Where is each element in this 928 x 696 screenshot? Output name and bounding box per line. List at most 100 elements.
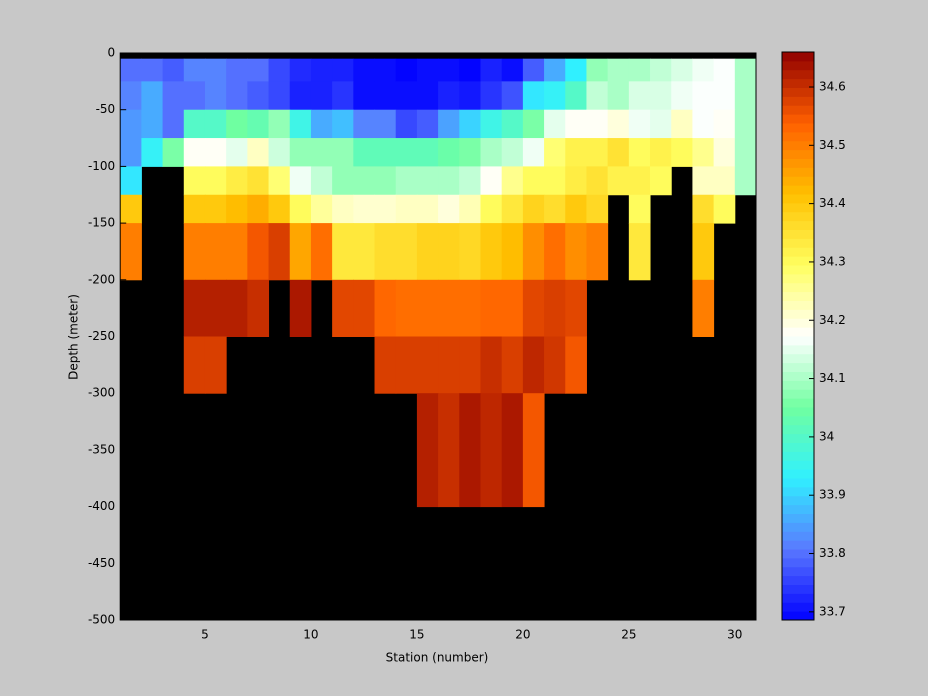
heat-cell (607, 166, 630, 196)
heat-cell (120, 166, 142, 196)
colorbar-swatch (782, 540, 814, 550)
heat-cell (628, 81, 651, 111)
heat-cell (416, 336, 439, 394)
heat-cell (353, 58, 376, 82)
heat-cell (268, 81, 291, 111)
heat-cell (565, 81, 587, 111)
heat-cell (395, 279, 418, 337)
x-tick-label: 20 (515, 628, 530, 642)
heat-cell (353, 194, 376, 224)
heat-cell (416, 109, 439, 139)
colorbar-swatch (782, 575, 814, 585)
heat-cell (650, 166, 672, 196)
heat-cell (438, 58, 460, 82)
colorbar-tick-label: 34.5 (819, 138, 846, 152)
colorbar-swatch (782, 300, 814, 310)
heat-cell (480, 336, 503, 394)
y-tick-label: 0 (108, 46, 116, 60)
heat-cell (459, 58, 481, 82)
heat-cell (565, 279, 587, 337)
colorbar-swatch (782, 486, 814, 497)
heat-cell (501, 138, 524, 167)
heat-cell (501, 58, 524, 82)
colorbar-swatch (782, 451, 814, 461)
heat-cell (713, 109, 736, 139)
heat-cell (395, 336, 418, 394)
colorbar-swatch (782, 327, 814, 337)
colorbar-swatch (782, 247, 814, 257)
heat-cell (544, 166, 566, 196)
heat-cell (183, 81, 206, 111)
heat-cell (120, 58, 142, 82)
heat-cell (628, 223, 651, 281)
heat-cell (522, 58, 545, 82)
heat-cell (544, 81, 566, 111)
heat-cell (289, 109, 312, 139)
heat-cell (734, 166, 757, 196)
colorbar-swatch (782, 105, 814, 115)
heat-cell (204, 109, 227, 139)
heat-cell (141, 109, 164, 139)
heat-cell (226, 194, 248, 224)
heat-cell (226, 138, 248, 167)
heat-cell (120, 194, 142, 224)
heat-cell (459, 109, 481, 139)
heat-cell (353, 166, 376, 196)
heat-cell (310, 166, 333, 196)
colorbar-swatch (782, 415, 814, 426)
heat-cell (713, 138, 736, 167)
heat-cell (289, 279, 312, 337)
heat-cell (501, 223, 524, 281)
heat-cell (353, 138, 376, 167)
heat-cell (332, 279, 354, 337)
heat-cell (501, 279, 524, 337)
heat-cell (607, 109, 630, 139)
colorbar-swatch (782, 167, 814, 177)
heat-cell (544, 279, 566, 337)
heat-cell (544, 194, 566, 224)
heat-cell (353, 109, 376, 139)
heat-cell (247, 109, 270, 139)
heat-cell (438, 393, 460, 508)
heat-cell (692, 138, 715, 167)
heat-cell (226, 81, 248, 111)
heat-cell (544, 109, 566, 139)
heat-cell (416, 81, 439, 111)
colorbar-tick-label: 33.9 (819, 488, 846, 502)
heat-cell (713, 194, 736, 224)
heat-cell (628, 194, 651, 224)
heat-cell (374, 223, 397, 281)
heat-cell (628, 58, 651, 82)
heat-cell (501, 81, 524, 111)
colorbar-swatch (782, 513, 814, 523)
colorbar-tick-label: 34.2 (819, 313, 846, 327)
heat-cell (713, 58, 736, 82)
heat-cell (395, 58, 418, 82)
heat-cell (268, 166, 291, 196)
heat-cell (374, 336, 397, 394)
x-axis-label: Station (number) (386, 651, 489, 665)
heat-cell (713, 166, 736, 196)
heat-cell (522, 109, 545, 139)
y-tick-label: -400 (88, 499, 115, 513)
heat-cell (416, 166, 439, 196)
heat-cell (374, 58, 397, 82)
colorbar-swatch (782, 371, 814, 381)
heat-cell (586, 109, 609, 139)
y-tick-label: -300 (88, 386, 115, 400)
heat-cell (416, 393, 439, 508)
heat-cell (310, 109, 333, 139)
colorbar-swatch (782, 114, 814, 124)
heat-cell (544, 336, 566, 394)
heat-cell (247, 138, 270, 167)
heat-cell (459, 223, 481, 281)
heat-cell (628, 109, 651, 139)
colorbar-swatch (782, 442, 814, 452)
heat-cell (247, 223, 270, 281)
heat-cell (565, 58, 587, 82)
colorbar-swatch (782, 52, 814, 62)
heat-cell (268, 138, 291, 167)
colorbar-swatch (782, 309, 814, 319)
heat-cell (395, 166, 418, 196)
heat-cell (141, 58, 164, 82)
